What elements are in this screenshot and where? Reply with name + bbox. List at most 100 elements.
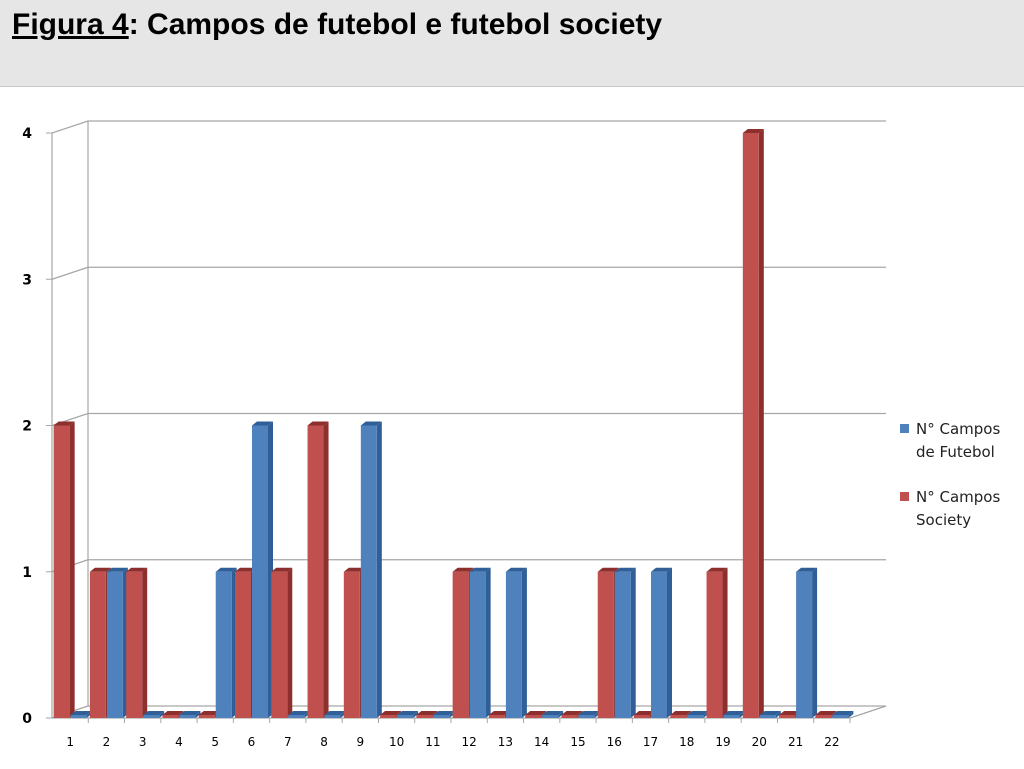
bar-futebol-side xyxy=(812,567,818,718)
bar-society-top xyxy=(815,711,837,715)
bar-society xyxy=(670,715,687,718)
bar-futebol-top xyxy=(106,567,128,572)
bar-society-top xyxy=(779,711,801,715)
bar-society xyxy=(271,571,288,718)
bar-futebol xyxy=(759,715,776,718)
figure-title: Figura 4: Campos de futebol e futebol so… xyxy=(12,8,662,42)
bar-futebol xyxy=(106,571,123,718)
bar-futebol-side xyxy=(558,711,564,718)
x-tick-label: 6 xyxy=(248,735,256,749)
x-tick-label: 10 xyxy=(389,735,404,749)
legend-swatch-futebol xyxy=(900,424,909,433)
legend-item-society: N° Campos Society xyxy=(897,486,1022,532)
legend-label-society: N° Campos Society xyxy=(916,488,1001,529)
bar-futebol-top xyxy=(433,711,455,715)
x-tick-label: 15 xyxy=(570,735,585,749)
legend-swatch-society xyxy=(900,492,909,501)
bar-futebol-side xyxy=(413,711,419,718)
bar-futebol-top xyxy=(360,421,382,426)
bar-society xyxy=(416,715,433,718)
bar-society-top xyxy=(271,567,293,572)
bar-futebol xyxy=(542,715,559,718)
bar-society xyxy=(343,571,360,718)
bar-futebol-top xyxy=(70,711,92,715)
bar-futebol-side xyxy=(376,421,382,718)
bar-futebol-top xyxy=(143,711,165,715)
bar-futebol-top xyxy=(832,711,854,715)
bar-society xyxy=(779,715,796,718)
figure-label: Figura 4 xyxy=(12,8,129,41)
bar-society-top xyxy=(416,711,438,715)
bar-society-top xyxy=(162,711,184,715)
bar-society-top xyxy=(561,711,583,715)
floor-edge xyxy=(849,705,887,719)
bar-society-top xyxy=(670,711,692,715)
bar-society-side xyxy=(287,567,293,718)
x-tick-label: 18 xyxy=(679,735,694,749)
x-tick-label: 17 xyxy=(643,735,658,749)
bar-futebol xyxy=(469,571,486,718)
x-tick-label: 2 xyxy=(103,735,111,749)
y-tick-label: 4 xyxy=(22,126,32,142)
bar-society-top xyxy=(380,711,402,715)
x-tick-label: 19 xyxy=(715,735,730,749)
bar-futebol xyxy=(651,571,667,718)
bar-futebol-side xyxy=(159,711,165,718)
chart-legend: N° Campos de Futebol N° Campos Society xyxy=(897,418,1022,554)
bar-futebol-side xyxy=(485,567,491,718)
x-tick-label: 20 xyxy=(752,735,767,749)
bar-futebol-top xyxy=(542,711,564,715)
y-tick-label: 0 xyxy=(22,711,32,727)
bar-society-top xyxy=(597,567,619,572)
x-tick-label: 1 xyxy=(66,735,74,749)
bar-society xyxy=(198,715,215,718)
bar-futebol-top xyxy=(324,711,346,715)
x-tick-label: 13 xyxy=(498,735,513,749)
bar-society-top xyxy=(634,711,655,715)
bar-futebol xyxy=(215,571,232,718)
y-tick-label: 1 xyxy=(22,565,32,581)
bar-society-top xyxy=(706,567,728,572)
x-tick-label: 12 xyxy=(461,735,476,749)
bar-futebol-top xyxy=(252,421,273,426)
bar-society-top xyxy=(235,567,256,572)
bar-society xyxy=(162,715,179,718)
bar-society xyxy=(452,571,469,718)
bar-futebol-top xyxy=(469,567,491,572)
figure-caption: : Campos de futebol e futebol society xyxy=(128,8,663,41)
bar-futebol xyxy=(723,715,740,718)
bar-futebol-top xyxy=(505,567,527,572)
y-tick-label: 3 xyxy=(22,272,32,288)
x-tick-label: 21 xyxy=(788,735,803,749)
bar-futebol xyxy=(288,715,305,718)
y-tick-label: 2 xyxy=(22,419,32,435)
bar-futebol xyxy=(832,715,849,718)
bar-society-top xyxy=(742,129,764,133)
bar-society-top xyxy=(126,567,148,572)
bar-futebol xyxy=(324,715,341,718)
bar-futebol xyxy=(143,715,160,718)
x-tick-label: 7 xyxy=(284,735,292,749)
bar-futebol-top xyxy=(687,711,709,715)
bar-society xyxy=(815,715,832,718)
bar-society-top xyxy=(89,567,111,572)
x-tick-label: 22 xyxy=(824,735,839,749)
bar-futebol-top xyxy=(397,711,419,715)
bar-futebol-side xyxy=(775,711,781,718)
bar-futebol-top xyxy=(215,567,237,572)
bar-society xyxy=(742,133,759,718)
x-tick-label: 11 xyxy=(425,735,440,749)
bar-society-side xyxy=(142,567,148,718)
bar-futebol-top xyxy=(651,567,672,572)
bar-society xyxy=(380,715,397,718)
bar-society xyxy=(53,425,70,718)
x-tick-label: 14 xyxy=(534,735,549,749)
bar-society-top xyxy=(343,567,365,572)
bar-futebol-top xyxy=(614,567,636,572)
bar-futebol xyxy=(70,715,87,718)
bar-society xyxy=(89,571,106,718)
x-tick-label: 9 xyxy=(356,735,364,749)
bar-futebol-side xyxy=(667,567,672,718)
bar-futebol xyxy=(360,425,377,718)
